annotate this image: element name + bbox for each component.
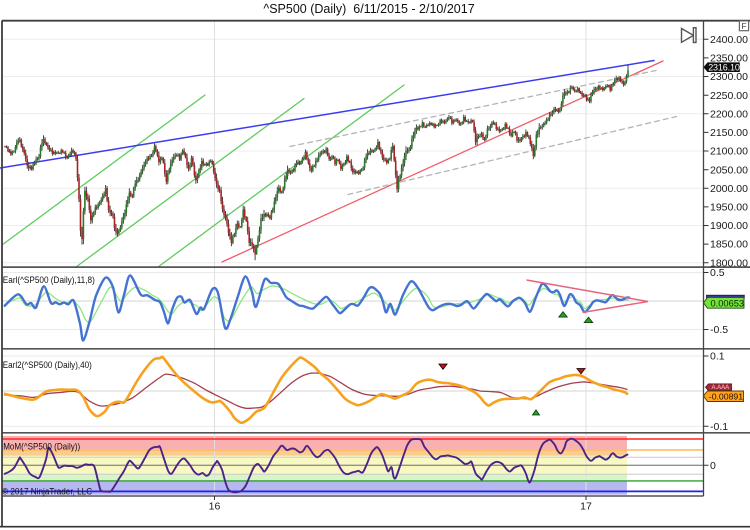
svg-text:2316.10: 2316.10 xyxy=(708,63,740,73)
svg-text:-0.1: -0.1 xyxy=(710,421,728,433)
svg-text:-0.00891: -0.00891 xyxy=(709,391,743,401)
svg-text:2400.00: 2400.00 xyxy=(710,34,748,46)
svg-text:© 2017 NinjaTrader, LLC: © 2017 NinjaTrader, LLC xyxy=(2,487,92,498)
svg-text:2200.00: 2200.00 xyxy=(710,108,748,120)
svg-text:A.AAA: A.AAA xyxy=(712,385,730,391)
svg-text:^SP500 (Daily) 6/11/2015 - 2/: ^SP500 (Daily) 6/11/2015 - 2/10/2017 xyxy=(263,2,474,16)
svg-text:Earl(^SP500 (Daily),11,8): Earl(^SP500 (Daily),11,8) xyxy=(3,275,95,286)
svg-text:1900.00: 1900.00 xyxy=(710,220,748,232)
svg-text:0.5: 0.5 xyxy=(710,267,725,279)
svg-text:0: 0 xyxy=(710,460,716,472)
svg-text:2250.00: 2250.00 xyxy=(710,90,748,102)
svg-text:Earl2(^SP500 (Daily),40): Earl2(^SP500 (Daily),40) xyxy=(3,360,92,371)
svg-text:2000.00: 2000.00 xyxy=(710,183,748,195)
svg-text:2050.00: 2050.00 xyxy=(710,164,748,176)
svg-text:-0.5: -0.5 xyxy=(710,324,728,336)
svg-text:17: 17 xyxy=(580,501,592,513)
svg-text:1800.00: 1800.00 xyxy=(710,257,748,269)
svg-text:2300.00: 2300.00 xyxy=(710,71,748,83)
svg-text:1950.00: 1950.00 xyxy=(710,202,748,214)
svg-text:0.00653: 0.00653 xyxy=(711,298,745,308)
svg-text:MoM(^SP500 (Daily)): MoM(^SP500 (Daily)) xyxy=(3,442,80,453)
svg-text:2100.00: 2100.00 xyxy=(710,146,748,158)
svg-text:F: F xyxy=(741,21,746,31)
svg-text:1850.00: 1850.00 xyxy=(710,239,748,251)
svg-text:16: 16 xyxy=(209,501,221,513)
svg-text:2150.00: 2150.00 xyxy=(710,127,748,139)
svg-text:2350.00: 2350.00 xyxy=(710,53,748,65)
svg-text:0.1: 0.1 xyxy=(710,351,725,363)
